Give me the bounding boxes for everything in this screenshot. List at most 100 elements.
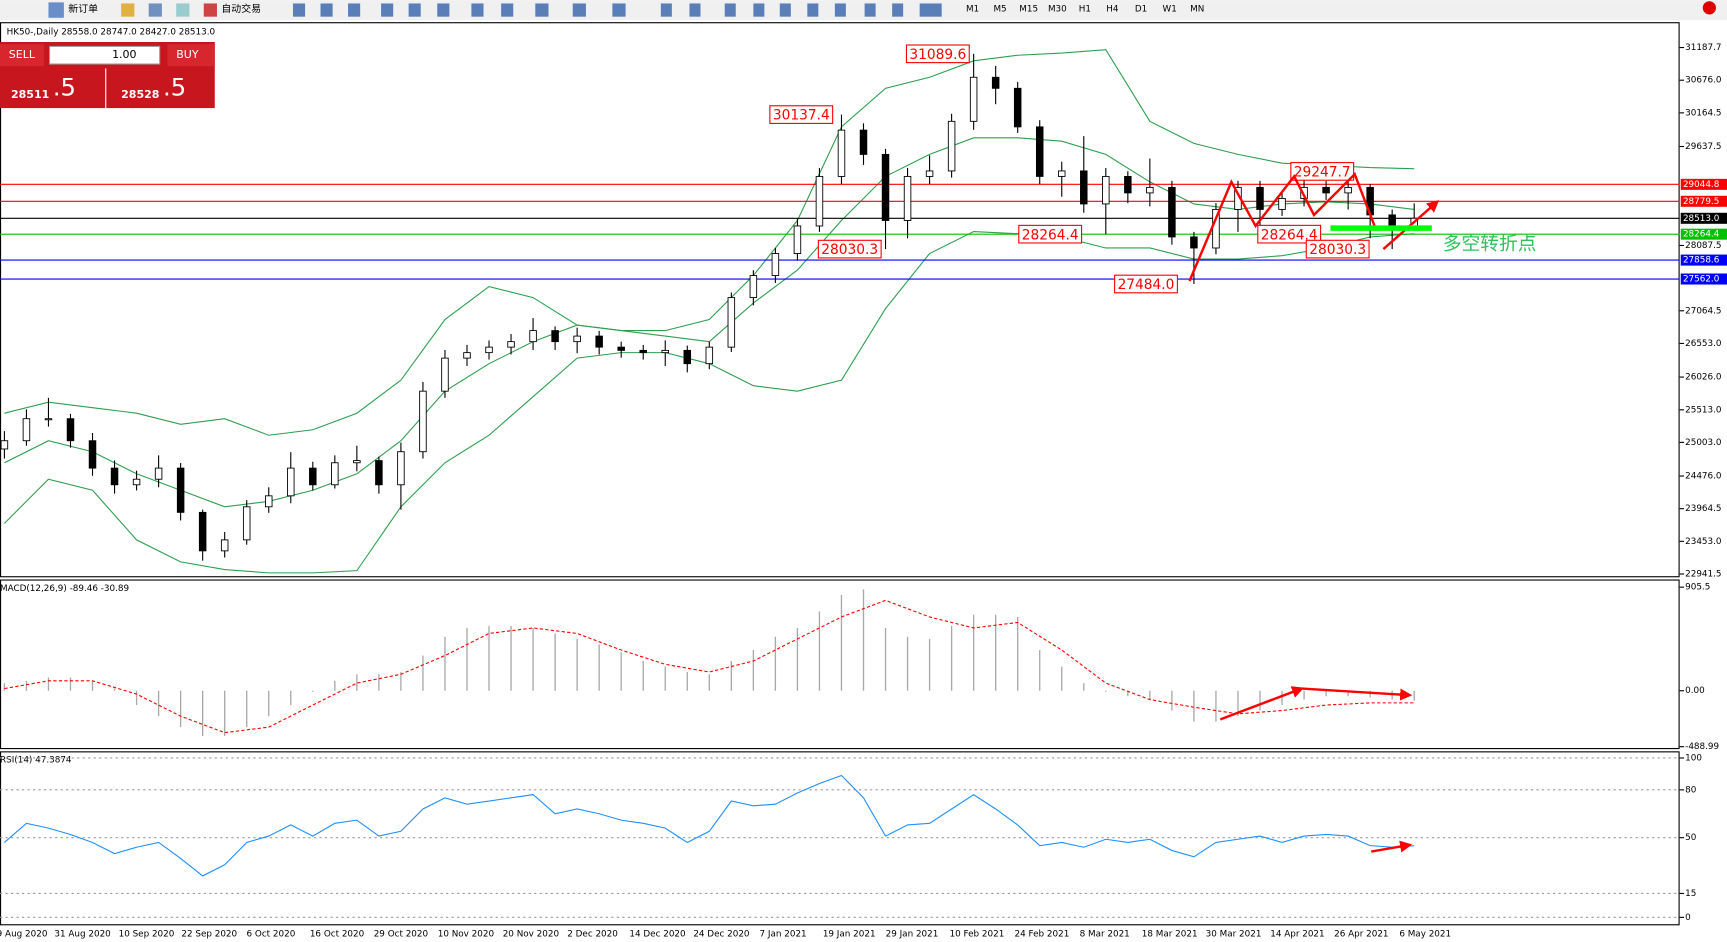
timeframe-button[interactable]: M15 bbox=[1019, 4, 1038, 14]
candle-body bbox=[242, 506, 251, 541]
level-label: 28513.0 bbox=[1683, 214, 1720, 224]
level-label: 27562.0 bbox=[1683, 275, 1720, 285]
drawn-arrows bbox=[1188, 171, 1440, 853]
date-label: 18 Mar 2021 bbox=[1142, 930, 1198, 940]
alert-icon[interactable] bbox=[1702, 1, 1716, 15]
icon[interactable] bbox=[121, 3, 135, 17]
price-annotation: 27484.0 bbox=[1118, 277, 1175, 293]
chart-header: HK50-,Daily 28558.0 28747.0 28427.0 2851… bbox=[7, 28, 216, 38]
candle-body bbox=[1168, 186, 1176, 238]
candle-body bbox=[353, 460, 361, 464]
price-annotation: 30137.4 bbox=[773, 108, 830, 124]
candle-body bbox=[881, 153, 890, 221]
candle-body bbox=[903, 175, 912, 221]
icon[interactable] bbox=[176, 3, 190, 17]
candle-body bbox=[1146, 186, 1154, 194]
date-label: 10 Sep 2020 bbox=[119, 930, 175, 940]
candle-body bbox=[1102, 175, 1110, 205]
rsi-line bbox=[4, 774, 1415, 877]
date-label: 10 Nov 2020 bbox=[438, 930, 495, 940]
timeframe-button[interactable]: W1 bbox=[1163, 4, 1177, 14]
candle-body bbox=[397, 451, 405, 486]
candle-body bbox=[815, 175, 824, 227]
arrow bbox=[1371, 840, 1413, 853]
price-annotation-box bbox=[905, 44, 970, 64]
candle-body bbox=[639, 349, 647, 354]
ask-price[interactable]: 28528 bbox=[121, 88, 159, 101]
buy-button[interactable] bbox=[167, 44, 215, 67]
zigzag bbox=[1188, 171, 1376, 282]
timeframe-button[interactable]: M1 bbox=[966, 4, 979, 14]
y-tick-label: 23453.0 bbox=[1685, 537, 1722, 547]
price-annotation-box bbox=[1018, 224, 1083, 244]
candle-body bbox=[991, 76, 1000, 89]
candle-body bbox=[1256, 186, 1264, 210]
lots-input[interactable] bbox=[49, 45, 161, 65]
date-label: 26 Apr 2021 bbox=[1334, 930, 1388, 940]
sell-button[interactable] bbox=[0, 44, 45, 67]
level-tag bbox=[1680, 254, 1727, 266]
date-label: 6 May 2021 bbox=[1399, 930, 1451, 940]
y-tick-label: 26026.0 bbox=[1685, 373, 1722, 383]
candle-body bbox=[1035, 126, 1044, 177]
arrow bbox=[1301, 687, 1413, 701]
date-label: 14 Apr 2021 bbox=[1270, 930, 1324, 940]
date-label: 8 Mar 2021 bbox=[1080, 930, 1130, 940]
candle-body bbox=[925, 170, 934, 177]
candle-body bbox=[859, 129, 868, 155]
candle-body bbox=[749, 275, 758, 299]
price-annotation-box bbox=[1114, 274, 1178, 294]
timeframe-button[interactable]: MN bbox=[1190, 4, 1204, 14]
level-tag bbox=[1680, 273, 1727, 285]
candle-body bbox=[198, 511, 207, 552]
candle-body bbox=[264, 495, 273, 508]
macd-title: MACD(12,26,9) -89.46 -30.89 bbox=[0, 584, 129, 594]
timeframe-button[interactable]: M5 bbox=[993, 4, 1006, 14]
candle-body bbox=[1013, 87, 1022, 128]
icon[interactable] bbox=[203, 3, 217, 17]
level-tag bbox=[1680, 212, 1727, 224]
y-tick-label: 25003.0 bbox=[1685, 438, 1722, 448]
bid-fraction: .5 bbox=[53, 73, 76, 101]
icon[interactable] bbox=[148, 3, 162, 17]
candle-body bbox=[22, 418, 31, 442]
candle-body bbox=[309, 467, 317, 486]
timeframe-button[interactable]: M30 bbox=[1048, 4, 1067, 14]
date-label: 14 Dec 2020 bbox=[629, 930, 686, 940]
date-label: 29 Jan 2021 bbox=[886, 930, 939, 940]
bid-price[interactable]: 28511 bbox=[11, 88, 49, 101]
candle-body bbox=[507, 341, 515, 348]
candle-body bbox=[1300, 186, 1308, 199]
auto-trading-button[interactable]: 自动交易 bbox=[221, 2, 261, 15]
icon[interactable] bbox=[48, 2, 64, 18]
candle-body bbox=[220, 539, 229, 552]
candle-body bbox=[947, 120, 956, 172]
price-annotation: 31089.6 bbox=[909, 47, 966, 63]
y-tick-label: 23964.5 bbox=[1685, 504, 1721, 514]
candle-body bbox=[88, 440, 97, 469]
timeframe-button[interactable]: D1 bbox=[1135, 4, 1147, 14]
candle-body bbox=[331, 462, 339, 486]
candle-body bbox=[44, 418, 53, 421]
candle-body bbox=[154, 467, 163, 480]
date-label: 22 Sep 2020 bbox=[181, 930, 237, 940]
timeframe-button[interactable]: H4 bbox=[1106, 4, 1119, 14]
lots-value: 1.00 bbox=[112, 48, 136, 61]
date-label: 10 Feb 2021 bbox=[950, 930, 1005, 940]
timeframe-button[interactable]: H1 bbox=[1079, 4, 1091, 14]
level-tag bbox=[1680, 195, 1727, 207]
date-label: 2 Dec 2020 bbox=[567, 930, 618, 940]
price-annotation-box bbox=[817, 239, 882, 259]
candle-body bbox=[1058, 170, 1066, 177]
new-order-button[interactable]: 新订单 bbox=[68, 2, 98, 15]
candle-body bbox=[0, 440, 9, 450]
candle-body bbox=[463, 352, 471, 359]
candle-body bbox=[771, 253, 780, 277]
date-label: 7 Jan 2021 bbox=[760, 930, 807, 940]
main-frame bbox=[0, 22, 1680, 578]
rsi-frame bbox=[0, 751, 1680, 926]
price-annotation-box bbox=[1257, 224, 1322, 244]
level-label: 29044.8 bbox=[1683, 180, 1719, 190]
y-tick-label: 80 bbox=[1685, 785, 1697, 795]
candle-body bbox=[1344, 186, 1352, 194]
